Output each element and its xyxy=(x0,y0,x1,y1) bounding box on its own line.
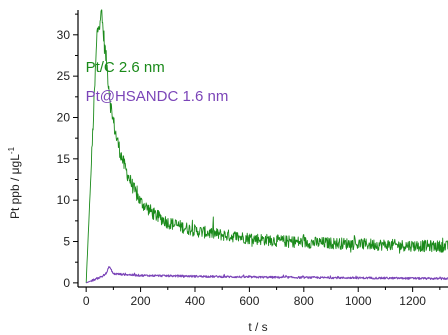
y-axis-label-superscript: -1 xyxy=(7,146,16,154)
x-tick-label: 1000 xyxy=(345,294,372,308)
x-axis-label: t / s xyxy=(248,320,267,334)
x-tick-label: 1200 xyxy=(399,294,426,308)
x-tick-label: 400 xyxy=(185,294,205,308)
series-layer xyxy=(85,9,448,284)
x-tick-label: 0 xyxy=(83,294,90,308)
series-annotation-1: Pt/C 2.6 nm xyxy=(86,59,165,76)
y-tick-label: 5 xyxy=(63,235,70,249)
y-tick-label: 30 xyxy=(57,28,71,42)
series-annotation-2: Pt@HSANDC 1.6 nm xyxy=(86,88,229,105)
x-tick-label: 600 xyxy=(239,294,259,308)
y-tick-label: 15 xyxy=(57,152,71,166)
y-tick-label: 10 xyxy=(57,193,71,207)
y-tick-label: 25 xyxy=(57,69,71,83)
series-line-2 xyxy=(85,266,448,284)
y-axis-label: Pt ppb / μgL xyxy=(8,154,22,219)
annotation-layer: Pt/C 2.6 nm Pt@HSANDC 1.6 nm xyxy=(86,59,229,105)
y-tick-label: 20 xyxy=(57,110,71,124)
x-tick-label: 800 xyxy=(294,294,314,308)
axes-layer: 0 200 400 600 800 1000 1200 0 5 10 15 20 25 30 xyxy=(57,10,448,308)
y-tick-label: 0 xyxy=(63,276,70,290)
x-tick-label: 200 xyxy=(131,294,151,308)
y-axis-label-text: Pt ppb / μgL-1 xyxy=(7,146,22,219)
series-line-1 xyxy=(85,9,448,283)
y-axis-label-group: Pt ppb / μgL-1 xyxy=(7,146,22,219)
